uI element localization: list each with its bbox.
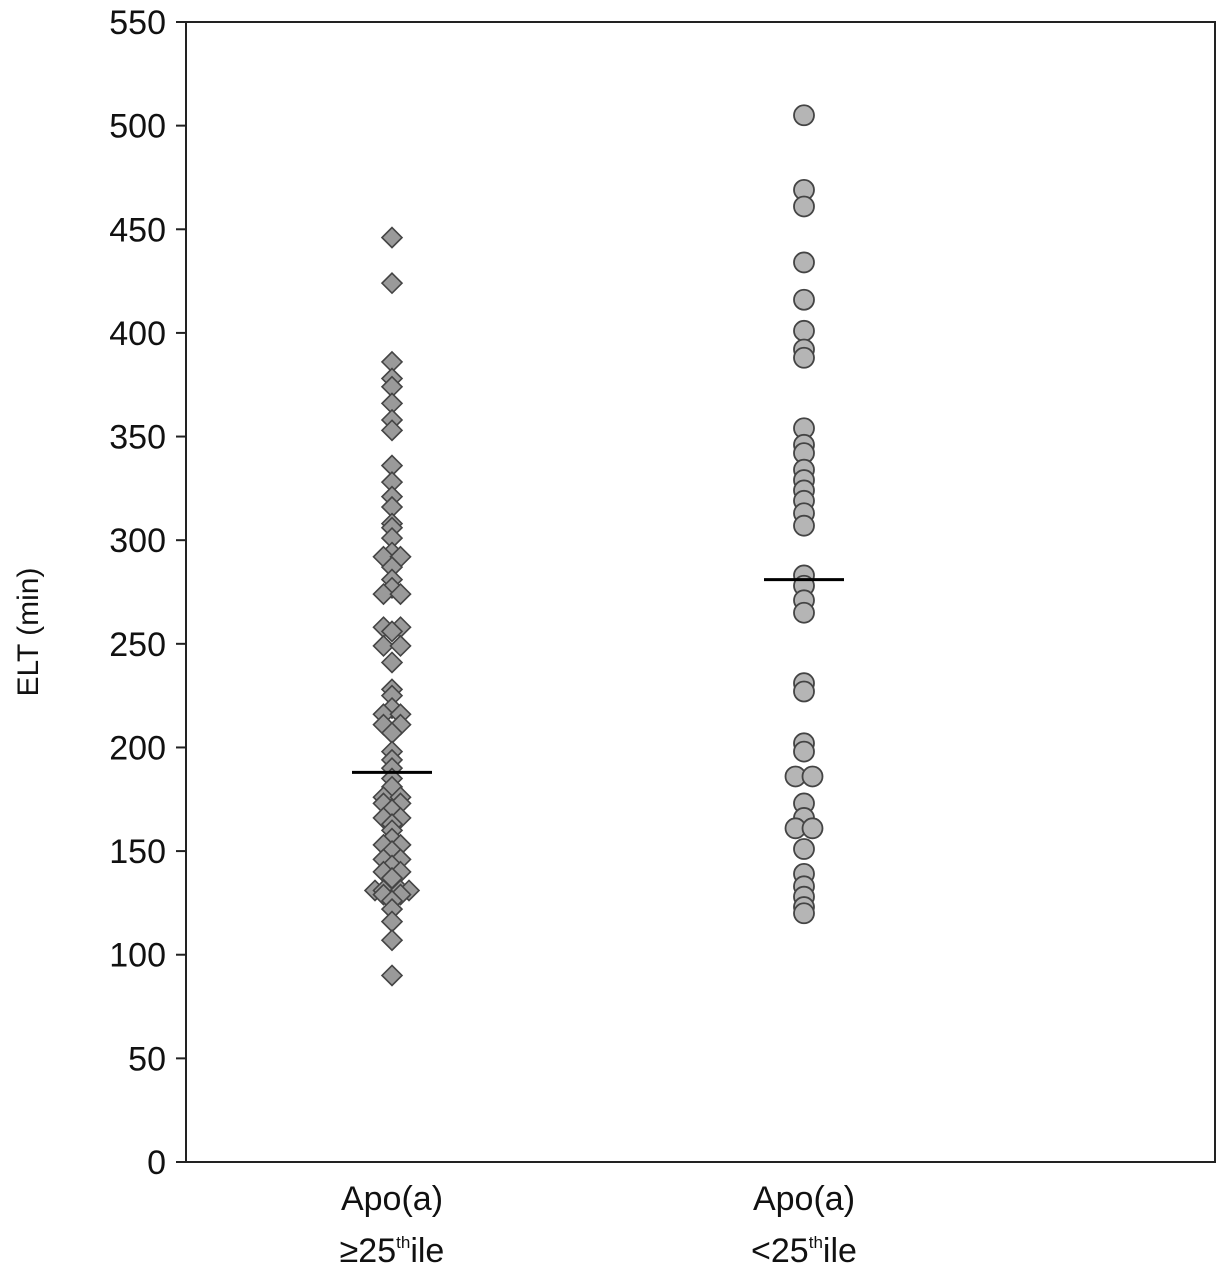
data-point-diamond bbox=[389, 634, 412, 658]
data-point-diamond bbox=[372, 582, 395, 606]
data-point-diamond bbox=[380, 226, 404, 249]
data-point-circle bbox=[793, 902, 815, 925]
y-axis: 0 50 100 150 200 250 300 350 400 450 500 550 bbox=[109, 4, 186, 1182]
data-point-circle bbox=[793, 346, 815, 369]
category-label-line2: ≥25thile bbox=[340, 1232, 445, 1270]
data-point-diamond bbox=[380, 910, 404, 933]
category-label-line2: <25thile bbox=[751, 1232, 857, 1270]
data-point-diamond bbox=[380, 620, 404, 643]
y-tick-label: 100 bbox=[109, 937, 166, 975]
data-point-circle bbox=[793, 195, 815, 218]
y-tick-label: 300 bbox=[109, 522, 166, 560]
data-point-diamond bbox=[380, 929, 404, 952]
y-tick-label: 250 bbox=[109, 626, 166, 664]
data-point-circle bbox=[793, 680, 815, 703]
category-label-line1: Apo(a) bbox=[341, 1180, 443, 1218]
plot-frame bbox=[185, 21, 1216, 1163]
x-axis-category-labels: Apo(a) ≥25thile Apo(a) <25thile bbox=[340, 1180, 857, 1270]
data-point-circle bbox=[793, 514, 815, 537]
y-tick-label: 200 bbox=[109, 729, 166, 767]
data-point-diamond bbox=[389, 582, 412, 606]
data-point-diamond bbox=[380, 272, 404, 295]
data-point-circle bbox=[793, 319, 815, 342]
data-point-diamond bbox=[380, 419, 404, 442]
data-point-circle bbox=[793, 740, 815, 763]
y-tick-label: 150 bbox=[109, 833, 166, 871]
y-axis-title: ELT (min) bbox=[12, 568, 45, 697]
y-tick-label: 450 bbox=[109, 211, 166, 249]
data-point-circle bbox=[801, 765, 824, 788]
data-point-circle bbox=[793, 104, 815, 127]
median-lines bbox=[352, 578, 844, 774]
y-tick-label: 550 bbox=[109, 4, 166, 42]
y-tick-label: 350 bbox=[109, 419, 166, 457]
data-point-circle bbox=[793, 838, 815, 860]
y-tick-label: 50 bbox=[128, 1040, 166, 1078]
data-point-diamond bbox=[372, 634, 395, 658]
data-point-diamond bbox=[380, 651, 404, 674]
data-point-circle bbox=[801, 817, 824, 840]
category-label-line1: Apo(a) bbox=[753, 1180, 855, 1218]
data-point-circle bbox=[793, 601, 815, 624]
data-points bbox=[363, 104, 824, 987]
y-tick-label: 0 bbox=[147, 1144, 166, 1182]
y-tick-label: 500 bbox=[109, 108, 166, 146]
data-point-diamond bbox=[380, 964, 404, 987]
y-tick-label: 400 bbox=[109, 315, 166, 353]
data-point-circle bbox=[793, 288, 815, 311]
data-point-circle bbox=[793, 251, 815, 274]
